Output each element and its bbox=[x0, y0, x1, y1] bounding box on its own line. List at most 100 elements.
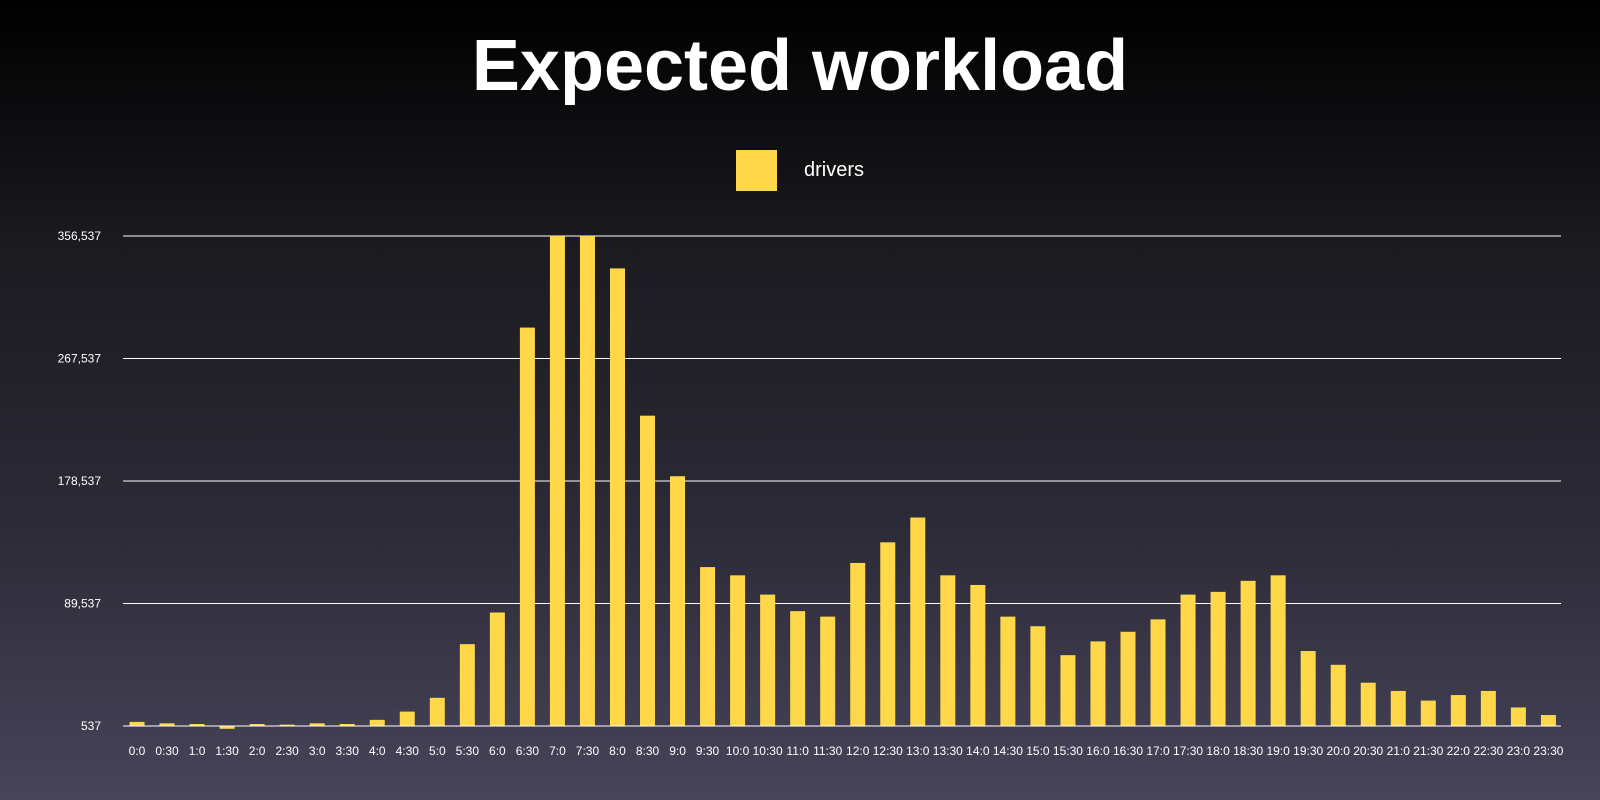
bar-drivers-23-0[interactable] bbox=[1510, 707, 1526, 726]
bar-drivers-18-30[interactable] bbox=[1240, 580, 1256, 726]
bar-drivers-4-30[interactable] bbox=[399, 711, 415, 726]
bar-drivers-20-0[interactable] bbox=[1330, 664, 1346, 726]
bar-drivers-8-30[interactable] bbox=[640, 415, 656, 726]
x-tick-label: 22:30 bbox=[1473, 744, 1503, 758]
x-tick-label: 1:0 bbox=[189, 744, 206, 758]
bar-drivers-8-0[interactable] bbox=[609, 268, 625, 726]
x-tick-label: 19:30 bbox=[1293, 744, 1323, 758]
x-tick-label: 6:30 bbox=[516, 744, 540, 758]
x-tick-label: 11:0 bbox=[786, 744, 809, 758]
bar-drivers-3-30[interactable] bbox=[339, 723, 355, 726]
x-tick-label: 17:0 bbox=[1146, 744, 1170, 758]
bar-drivers-11-0[interactable] bbox=[790, 611, 806, 726]
x-tick-label: 4:0 bbox=[369, 744, 386, 758]
x-tick-label: 12:0 bbox=[846, 744, 870, 758]
x-tick-label: 0:0 bbox=[129, 744, 146, 758]
x-tick-label: 23:0 bbox=[1507, 744, 1531, 758]
bars bbox=[129, 236, 1556, 729]
legend-label: drivers bbox=[803, 159, 864, 181]
x-tick-label: 15:30 bbox=[1053, 744, 1083, 758]
bar-drivers-6-30[interactable] bbox=[519, 327, 535, 726]
bar-drivers-1-30[interactable] bbox=[219, 726, 235, 729]
bar-drivers-18-0[interactable] bbox=[1210, 591, 1226, 726]
x-tick-label: 6:0 bbox=[489, 744, 506, 758]
bar-drivers-22-30[interactable] bbox=[1480, 690, 1496, 726]
bar-drivers-0-0[interactable] bbox=[129, 721, 145, 726]
bar-drivers-21-0[interactable] bbox=[1390, 690, 1406, 726]
bar-drivers-3-0[interactable] bbox=[309, 723, 325, 726]
bar-drivers-10-0[interactable] bbox=[730, 575, 746, 726]
x-tick-label: 7:0 bbox=[549, 744, 566, 758]
bar-drivers-2-0[interactable] bbox=[249, 723, 265, 726]
x-tick-label: 2:0 bbox=[249, 744, 266, 758]
x-tick-label: 13:30 bbox=[933, 744, 963, 758]
legend-item-drivers[interactable]: drivers bbox=[735, 150, 864, 191]
bar-drivers-7-30[interactable] bbox=[579, 236, 595, 726]
y-tick-label: 356,537 bbox=[58, 229, 102, 243]
bar-drivers-12-0[interactable] bbox=[850, 562, 866, 726]
bar-drivers-17-30[interactable] bbox=[1180, 594, 1196, 726]
bar-drivers-19-30[interactable] bbox=[1300, 651, 1316, 726]
x-tick-label: 2:30 bbox=[275, 744, 299, 758]
x-tick-label: 18:30 bbox=[1233, 744, 1263, 758]
bar-drivers-5-0[interactable] bbox=[429, 697, 445, 726]
x-tick-label: 8:30 bbox=[636, 744, 660, 758]
bar-drivers-19-0[interactable] bbox=[1270, 575, 1286, 726]
chart-title: Expected workload bbox=[471, 26, 1129, 106]
bar-drivers-15-30[interactable] bbox=[1060, 655, 1076, 726]
bar-drivers-6-0[interactable] bbox=[489, 612, 505, 727]
legend-swatch bbox=[735, 150, 777, 191]
bar-drivers-5-30[interactable] bbox=[459, 644, 475, 726]
x-tick-label: 9:0 bbox=[669, 744, 686, 758]
bar-drivers-12-30[interactable] bbox=[880, 542, 896, 726]
bar-drivers-16-0[interactable] bbox=[1090, 641, 1106, 726]
x-tick-label: 20:0 bbox=[1327, 744, 1351, 758]
x-tick-label: 21:30 bbox=[1413, 744, 1443, 758]
bar-drivers-15-0[interactable] bbox=[1030, 626, 1046, 726]
bar-drivers-13-30[interactable] bbox=[940, 575, 956, 726]
y-tick-label: 267,537 bbox=[58, 352, 102, 366]
x-tick-label: 12:30 bbox=[873, 744, 903, 758]
x-tick-label: 13:0 bbox=[906, 744, 930, 758]
x-tick-label: 14:30 bbox=[993, 744, 1023, 758]
x-tick-label: 4:30 bbox=[396, 744, 420, 758]
x-tick-label: 23:30 bbox=[1533, 744, 1563, 758]
bar-drivers-23-30[interactable] bbox=[1540, 715, 1556, 726]
x-tick-label: 22:0 bbox=[1447, 744, 1471, 758]
x-axis-ticks: 0:0 0:30 1:0 1:30 2:0 2:30 3:0 3:30 4:0 4:30 5:0 5:… bbox=[129, 744, 1564, 758]
bar-drivers-17-0[interactable] bbox=[1150, 619, 1166, 726]
x-tick-label: 17:30 bbox=[1173, 744, 1203, 758]
bar-drivers-16-30[interactable] bbox=[1120, 631, 1136, 726]
x-tick-label: 1:30 bbox=[215, 744, 239, 758]
legend: drivers bbox=[0, 150, 1600, 191]
x-tick-label: 11:30 bbox=[813, 744, 842, 758]
bar-drivers-11-30[interactable] bbox=[820, 616, 836, 726]
bar-drivers-9-30[interactable] bbox=[700, 567, 716, 726]
gridlines bbox=[123, 235, 1561, 604]
bar-drivers-10-30[interactable] bbox=[760, 594, 776, 726]
x-tick-label: 7:30 bbox=[576, 744, 600, 758]
x-tick-label: 5:0 bbox=[429, 744, 446, 758]
x-tick-label: 16:0 bbox=[1086, 744, 1110, 758]
x-tick-label: 10:0 bbox=[726, 744, 750, 758]
bar-drivers-2-30[interactable] bbox=[279, 724, 295, 726]
x-tick-label: 14:0 bbox=[966, 744, 990, 758]
bar-drivers-13-0[interactable] bbox=[910, 517, 926, 726]
bar-drivers-21-30[interactable] bbox=[1420, 700, 1436, 726]
x-tick-label: 0:30 bbox=[155, 744, 179, 758]
bar-drivers-14-0[interactable] bbox=[970, 584, 986, 726]
bar-drivers-0-30[interactable] bbox=[159, 723, 175, 726]
bar-drivers-1-0[interactable] bbox=[189, 723, 205, 726]
bar-drivers-20-30[interactable] bbox=[1360, 682, 1376, 726]
bar-drivers-22-0[interactable] bbox=[1450, 695, 1466, 726]
x-tick-label: 18:0 bbox=[1206, 744, 1230, 758]
x-tick-label: 9:30 bbox=[696, 744, 720, 758]
bar-drivers-14-30[interactable] bbox=[1000, 616, 1016, 726]
x-tick-label: 10:30 bbox=[753, 744, 783, 758]
x-tick-label: 5:30 bbox=[456, 744, 480, 758]
bar-drivers-9-0[interactable] bbox=[670, 476, 686, 726]
bar-drivers-4-0[interactable] bbox=[369, 719, 385, 726]
y-tick-label: 89,537 bbox=[64, 597, 101, 611]
bar-drivers-7-0[interactable] bbox=[549, 236, 565, 726]
